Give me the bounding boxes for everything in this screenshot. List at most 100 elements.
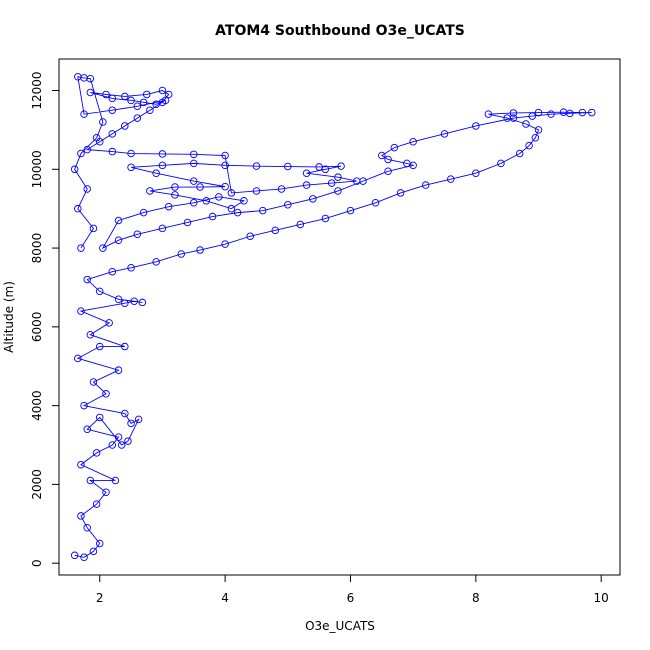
data-point	[77, 307, 85, 315]
data-point	[92, 449, 101, 457]
data-point	[102, 390, 110, 398]
data-point	[114, 433, 123, 441]
x-tick-label: 10	[594, 591, 609, 605]
data-point	[152, 100, 160, 109]
data-point	[89, 378, 98, 386]
data-point	[221, 182, 229, 191]
data-point	[95, 342, 104, 351]
data-point	[121, 299, 129, 307]
data-point	[127, 149, 135, 158]
y-tick-label: 12000	[30, 71, 44, 109]
data-point	[77, 460, 85, 469]
data-point	[221, 240, 229, 248]
data-point	[158, 161, 167, 170]
data-point	[130, 297, 138, 305]
data-point	[121, 409, 129, 418]
data-point	[409, 161, 417, 170]
data-point	[158, 224, 167, 233]
data-point	[89, 547, 98, 556]
data-point	[108, 94, 117, 103]
data-point	[327, 179, 336, 187]
data-point	[77, 244, 85, 252]
data-point	[421, 181, 430, 189]
data-point	[196, 183, 204, 191]
data-point	[86, 74, 95, 83]
data-point	[296, 220, 305, 229]
data-point	[146, 106, 154, 114]
data-point	[440, 130, 449, 138]
x-tick-label: 4	[221, 591, 229, 605]
x-tick-label: 2	[96, 591, 104, 605]
series-line	[74, 76, 592, 558]
data-point	[138, 298, 147, 307]
data-point	[284, 200, 292, 209]
data-point	[142, 90, 151, 99]
data-point	[334, 187, 342, 195]
data-point	[484, 110, 493, 118]
data-point	[80, 401, 88, 410]
y-tick-label: 6000	[30, 312, 44, 343]
data-point	[108, 441, 117, 449]
x-tick-label: 6	[347, 591, 355, 605]
data-point	[114, 236, 123, 244]
data-point	[528, 112, 537, 120]
data-point	[74, 204, 82, 213]
data-point	[108, 130, 117, 138]
data-point	[86, 88, 95, 97]
data-point	[566, 109, 574, 118]
data-point	[80, 110, 88, 118]
data-point	[114, 366, 123, 374]
data-point	[525, 141, 533, 150]
data-point	[133, 102, 142, 111]
data-point	[183, 218, 192, 227]
data-point	[302, 181, 311, 189]
data-point	[302, 169, 311, 177]
data-point	[108, 267, 117, 276]
data-point	[108, 106, 117, 114]
data-point	[334, 173, 342, 181]
data-point	[83, 185, 91, 193]
data-point	[409, 137, 417, 146]
data-point	[105, 319, 113, 327]
data-point	[346, 206, 355, 215]
data-point	[95, 539, 104, 548]
data-point	[83, 425, 91, 434]
data-point	[384, 155, 392, 164]
data-point	[164, 202, 173, 211]
data-point	[158, 150, 167, 158]
data-point	[531, 134, 540, 142]
data-point	[315, 163, 323, 171]
data-point	[95, 413, 104, 422]
data-point	[378, 151, 386, 160]
data-point	[139, 208, 148, 217]
data-point	[447, 175, 455, 183]
data-point	[74, 354, 82, 363]
data-point	[152, 258, 160, 266]
data-point	[337, 162, 345, 170]
data-point	[208, 212, 217, 221]
data-point	[522, 120, 530, 128]
data-point	[396, 189, 405, 197]
data-point	[534, 108, 543, 117]
y-tick-label: 2000	[30, 469, 44, 500]
data-point	[177, 250, 185, 258]
data-point	[221, 161, 229, 170]
data-point	[246, 232, 254, 240]
data-point	[152, 169, 160, 177]
data-point	[227, 189, 236, 197]
data-point	[127, 264, 135, 272]
x-tick-label: 8	[472, 591, 480, 605]
data-point	[196, 246, 204, 254]
data-point	[86, 476, 95, 485]
data-point	[121, 342, 129, 351]
data-point	[70, 551, 79, 560]
data-point	[472, 122, 480, 130]
x-axis-label: O3e_UCATS	[305, 619, 375, 633]
data-point	[146, 187, 154, 195]
data-point	[190, 150, 198, 159]
data-point	[95, 287, 104, 296]
data-point	[89, 224, 98, 233]
data-point	[221, 151, 229, 160]
data-point	[127, 163, 135, 172]
